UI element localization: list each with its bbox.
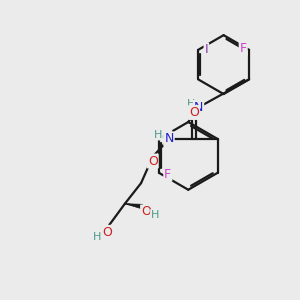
Text: O: O xyxy=(102,226,112,239)
Text: O: O xyxy=(148,154,158,167)
Text: N: N xyxy=(194,101,203,114)
Text: H: H xyxy=(187,99,195,109)
Text: F: F xyxy=(164,168,171,181)
Text: F: F xyxy=(240,42,247,55)
Text: N: N xyxy=(164,133,174,146)
Polygon shape xyxy=(125,204,142,209)
Text: F: F xyxy=(164,131,171,144)
Text: H: H xyxy=(151,210,159,220)
Text: I: I xyxy=(205,44,208,56)
Text: H: H xyxy=(93,232,102,242)
Text: O: O xyxy=(141,206,151,218)
Text: H: H xyxy=(154,130,162,140)
Text: O: O xyxy=(189,106,199,119)
